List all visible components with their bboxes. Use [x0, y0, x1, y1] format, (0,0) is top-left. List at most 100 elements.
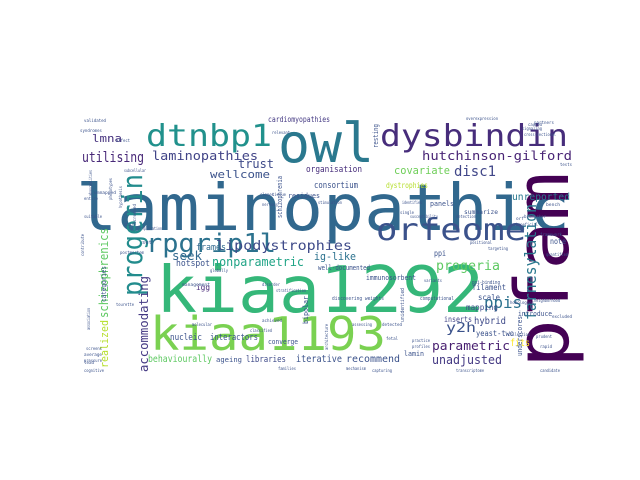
word-lipodystrophies: lipodystrophies [216, 239, 352, 254]
word-wellcome: wellcome [210, 168, 270, 181]
word-association: association [86, 308, 91, 330]
word-prudent: prudent [536, 334, 553, 339]
word-underscores: underscores [516, 316, 524, 356]
word-unmapped: unmapped [94, 190, 117, 195]
word-kiaa1292: kiaa1292 [156, 254, 484, 328]
word-targeting: targeting [488, 246, 509, 251]
word-consortium: consortium [314, 181, 358, 191]
word-overexpression: overexpression [466, 116, 499, 121]
word-screens: screens [86, 346, 103, 351]
word-iterative: iterative [296, 354, 342, 365]
word-lmna: lmna [92, 132, 122, 145]
word-residues: residues [288, 192, 320, 200]
word-frames: frames [196, 243, 226, 253]
word-phenotypes: phenotypes [108, 177, 113, 200]
word-collection: collection [508, 332, 531, 337]
word-interactors: interactors [210, 333, 258, 343]
word-transcriptome: transcriptome [456, 368, 485, 373]
word-cardiomyopathies: cardiomyopathies [268, 115, 330, 124]
word-hybrid: hybrid [474, 316, 506, 327]
word-lead: lead [84, 360, 95, 365]
word-entire: entire [84, 196, 99, 201]
word-inserts: inserts [444, 315, 472, 324]
word-progerin: progerin [116, 174, 149, 296]
word-resting: resting [372, 124, 380, 148]
word-pressure: pressure [84, 358, 103, 363]
word-y2h: y2h [446, 321, 476, 336]
word-mapping: mapping [466, 303, 498, 312]
word-validated: validated [84, 118, 107, 123]
word-positional: positional [470, 240, 493, 245]
word-tests: tests [560, 162, 573, 167]
word-organisation: organisation [306, 165, 362, 175]
word-categories: categories [100, 266, 108, 302]
word-laminopathies: laminopathies [152, 149, 258, 163]
word-ppi: ppi [434, 249, 446, 258]
word-detection: detection [456, 214, 477, 219]
word-nonparametric: nonparametric [212, 255, 304, 269]
word-architecture: architecture [324, 323, 329, 350]
word-dtnbp1: dtnbp1 [146, 119, 272, 154]
word-ig-like: ig-like [314, 250, 356, 263]
word-replication: replication [140, 226, 162, 231]
word-variants: variants [424, 278, 443, 283]
word-share: share [124, 222, 137, 227]
word-covariate: covariate [394, 164, 450, 177]
word-achieved: achieved [262, 318, 283, 323]
word-caused: caused [528, 122, 543, 127]
word-disorder: disorder [262, 282, 281, 287]
word-single: single [400, 210, 415, 215]
word-ppi-binding: ppi-binding [472, 280, 500, 286]
word-hotspot: hotspot [176, 259, 210, 269]
word-framework: framework [540, 232, 563, 237]
word-trust: trust [238, 157, 274, 171]
word-detected: detected [382, 322, 403, 327]
word-unadjusted: unadjusted [432, 353, 502, 367]
word-unreported: unreported [512, 192, 570, 203]
word-tissue: tissue [272, 192, 287, 197]
word-beneficial: beneficial [516, 222, 539, 227]
word-note: note [550, 237, 566, 246]
word-subcellular: subcellular [124, 168, 146, 173]
word-partners: partners [534, 120, 555, 125]
word-practice: practice [412, 338, 431, 343]
word-bench: bench [546, 202, 561, 207]
word-set: set [142, 240, 152, 246]
word-well-documented: well-documented [318, 264, 370, 272]
word-filament: filament [472, 283, 506, 292]
word-relevant: relevant [272, 130, 291, 135]
word-management: management [182, 282, 211, 287]
word-owl: owl [278, 112, 374, 175]
word-computational: computational [420, 296, 454, 302]
word-contribute: contribute [80, 233, 85, 256]
word-molecular: molecular [192, 322, 213, 327]
word-signaling: signaling [522, 126, 543, 131]
word-behaviourally: behaviourally [148, 354, 212, 365]
word-candidate: candidate [540, 368, 561, 373]
word-quantified: quantified [546, 252, 569, 257]
word-nucleic: nucleic [170, 333, 202, 343]
word-hypothesis: hypothesis [118, 185, 123, 208]
word-rpgrip1l: rpgrip1l [146, 229, 276, 259]
word-lamin: lamin [404, 350, 424, 358]
word-scale: scale [478, 293, 500, 302]
word-schizophrenics: schizophrenics [97, 228, 111, 318]
word-clones: clones [260, 192, 275, 197]
word-neighborhood: neighborhood [534, 298, 561, 303]
word-excluded: excluded [552, 314, 573, 319]
word-yeast-two: yeast-two [476, 329, 514, 338]
word-susceptibility: susceptibility [410, 214, 438, 219]
word-dysbindin: dysbindin [380, 119, 568, 154]
word-introduce: introduce [518, 310, 552, 318]
word-nervous: nervous [262, 202, 279, 207]
word-classified: classified [250, 328, 273, 333]
word-families: families [278, 366, 297, 371]
word-bipolar: bipolar [302, 296, 310, 324]
word-fetal: fetal [386, 336, 399, 341]
word-identifies: identifies [402, 200, 422, 205]
word-biomarker: biomarker [524, 214, 547, 219]
word-fits: fits [510, 338, 530, 349]
word-screened: screened [132, 203, 137, 224]
